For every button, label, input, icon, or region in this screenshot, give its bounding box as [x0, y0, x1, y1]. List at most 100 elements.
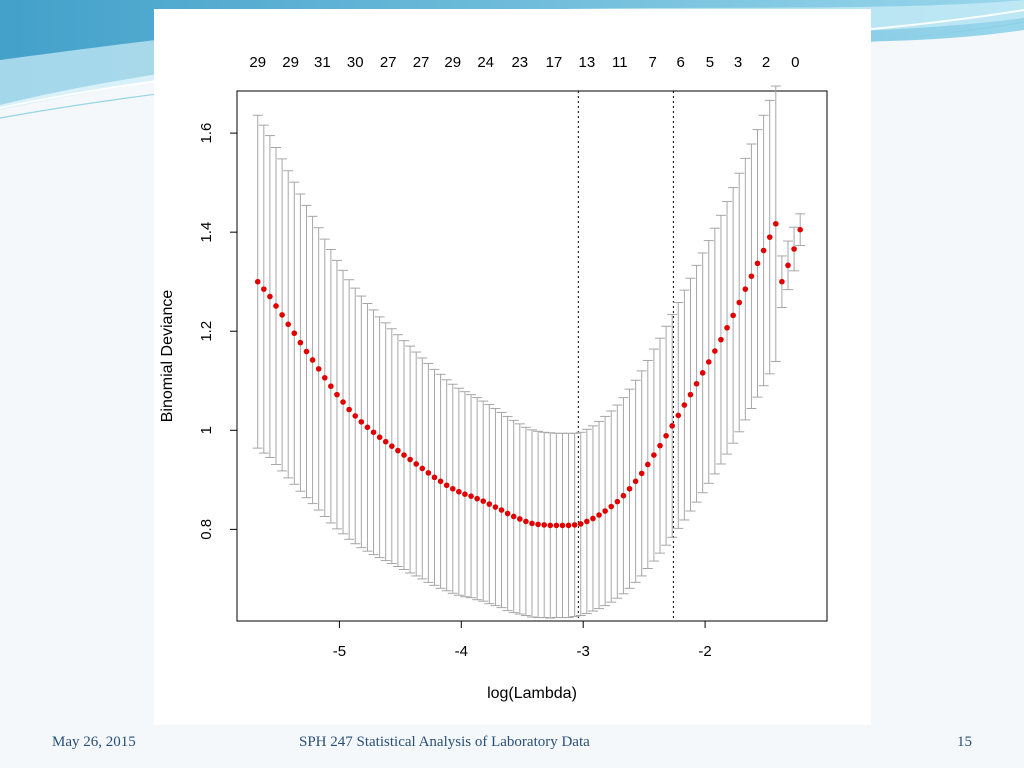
deviance-point	[395, 447, 401, 454]
deviance-point	[297, 339, 304, 346]
deviance-point	[425, 470, 432, 476]
deviance-point	[559, 522, 566, 529]
deviance-point	[742, 286, 749, 292]
x-tick-label: -3	[577, 643, 590, 660]
top-axis-label: 11	[612, 54, 628, 71]
deviance-point	[657, 442, 663, 449]
deviance-point	[596, 512, 602, 518]
deviance-point	[571, 522, 578, 528]
deviance-point	[413, 461, 419, 467]
deviance-point	[334, 391, 340, 398]
slide-page-number: 15	[957, 734, 972, 750]
deviance-point	[291, 330, 298, 337]
top-axis-label: 2	[762, 54, 770, 71]
deviance-point	[553, 522, 560, 529]
deviance-point	[492, 504, 499, 510]
deviance-point	[651, 452, 657, 458]
deviance-point	[443, 482, 450, 489]
x-tick-label: -2	[698, 643, 711, 660]
deviance-point	[675, 412, 682, 419]
plot-frame	[236, 90, 828, 622]
deviance-point	[577, 521, 584, 527]
top-axis-label: 27	[413, 54, 430, 71]
deviance-point	[498, 507, 505, 513]
top-axis-label: 29	[444, 54, 461, 71]
deviance-point	[718, 336, 724, 343]
x-axis-title: log(Lambda)	[487, 685, 577, 702]
top-axis-label: 29	[249, 54, 266, 71]
y-tick-label: 1.4	[198, 222, 215, 243]
top-axis-label: 0	[791, 54, 799, 71]
deviance-point	[376, 434, 383, 441]
deviance-point	[748, 273, 755, 280]
deviance-point	[645, 461, 651, 468]
deviance-point	[785, 262, 791, 269]
deviance-point	[724, 324, 730, 331]
deviance-point	[407, 456, 413, 463]
deviance-point	[315, 366, 322, 372]
deviance-point	[382, 438, 389, 445]
deviance-point	[510, 513, 517, 520]
deviance-point	[584, 518, 590, 525]
y-tick-label: 1.2	[198, 321, 215, 342]
deviance-point	[687, 391, 694, 398]
deviance-point	[401, 452, 407, 458]
deviance-point	[462, 491, 468, 497]
deviance-point	[730, 312, 736, 319]
figure-panel: -5 -4 -3 -2 0.8 1 1.2 1.4 1.6 29 29 31 30 27 27 29 24 23 1…	[154, 9, 871, 725]
deviance-point	[370, 429, 377, 436]
deviance-point	[346, 406, 352, 413]
deviance-point	[614, 498, 621, 505]
top-axis-label: 5	[706, 54, 714, 71]
deviance-point	[419, 465, 426, 472]
deviance-point	[358, 419, 365, 425]
deviance-point	[474, 495, 480, 502]
deviance-point	[267, 293, 273, 300]
deviance-point	[285, 321, 291, 328]
deviance-point	[693, 380, 700, 387]
deviance-point	[736, 299, 743, 306]
footer-date: May 26, 2015	[52, 734, 136, 750]
top-axis-label: 24	[477, 54, 494, 71]
deviance-point	[663, 432, 669, 439]
deviance-point	[712, 348, 718, 354]
y-axis-title: Binomial Deviance	[159, 290, 176, 423]
deviance-point	[261, 286, 267, 292]
deviance-point	[797, 226, 803, 233]
deviance-point	[681, 402, 688, 408]
cv-deviance-plot: -5 -4 -3 -20.811.21.41.629 29 31 30 27 27 29 24 23 1…	[159, 54, 828, 702]
deviance-point	[389, 443, 395, 449]
deviance-point	[705, 359, 712, 365]
deviance-point	[449, 485, 456, 492]
deviance-point	[773, 220, 779, 227]
deviance-point	[340, 399, 346, 405]
deviance-point	[352, 413, 359, 419]
deviance-point	[364, 424, 371, 431]
deviance-point	[456, 488, 462, 495]
deviance-point	[541, 522, 547, 528]
deviance-point	[754, 260, 761, 267]
deviance-point	[626, 485, 633, 492]
deviance-point	[523, 518, 529, 525]
top-axis-label: 29	[282, 54, 299, 71]
deviance-point	[608, 503, 615, 510]
deviance-point	[779, 278, 785, 285]
top-axis-label: 17	[546, 54, 563, 71]
deviance-point	[669, 423, 675, 429]
deviance-point	[602, 508, 608, 514]
deviance-point	[766, 234, 773, 240]
deviance-point	[547, 522, 554, 529]
top-axis-label: 7	[649, 54, 657, 71]
deviance-point	[303, 348, 310, 355]
footer-course-title: SPH 247 Statistical Analysis of Laborato…	[299, 734, 590, 750]
deviance-point	[632, 478, 639, 485]
y-tick-label: 1	[198, 426, 215, 434]
deviance-point	[699, 370, 706, 376]
deviance-point	[529, 520, 535, 527]
deviance-point	[437, 478, 444, 485]
deviance-point	[535, 521, 541, 528]
deviance-point	[480, 498, 487, 504]
top-axis-label: 27	[380, 54, 397, 71]
deviance-point	[565, 522, 572, 529]
deviance-point	[279, 312, 285, 318]
